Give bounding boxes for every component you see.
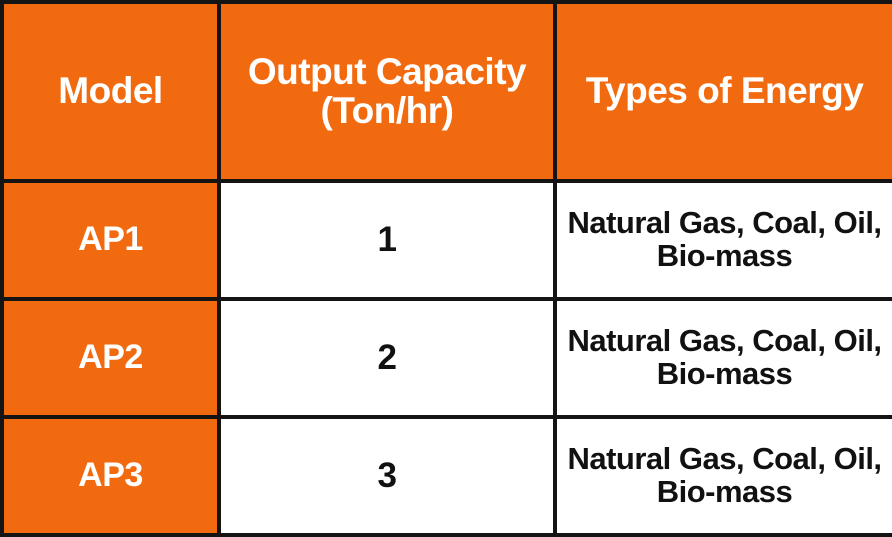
header-row: Model Output Capacity (Ton/hr) Types of En… — [0, 0, 892, 183]
table-row: AP2 2 Natural Gas, Coal, Oil, Bio-mass — [0, 297, 892, 419]
column-header: Model — [0, 0, 221, 183]
model-cell: AP1 — [0, 179, 221, 301]
energy-cell: Natural Gas, Coal, Oil, Bio-mass — [553, 179, 892, 301]
capacity-cell: 3 — [217, 415, 557, 537]
model-cell: AP3 — [0, 415, 221, 537]
column-header: Output Capacity (Ton/hr) — [217, 0, 557, 183]
model-cell: AP2 — [0, 297, 221, 419]
energy-cell: Natural Gas, Coal, Oil, Bio-mass — [553, 297, 892, 419]
capacity-cell: 2 — [217, 297, 557, 419]
capacity-cell: 1 — [217, 179, 557, 301]
table-row: AP1 1 Natural Gas, Coal, Oil, Bio-mass — [0, 179, 892, 301]
table-header: Model Output Capacity (Ton/hr) Types of En… — [0, 0, 892, 183]
table-row: AP3 3 Natural Gas, Coal, Oil, Bio-mass — [0, 415, 892, 537]
column-header: Types of Energy — [553, 0, 892, 183]
table-body: AP1 1 Natural Gas, Coal, Oil, Bio-mass AP2 2… — [0, 179, 892, 537]
energy-cell: Natural Gas, Coal, Oil, Bio-mass — [553, 415, 892, 537]
